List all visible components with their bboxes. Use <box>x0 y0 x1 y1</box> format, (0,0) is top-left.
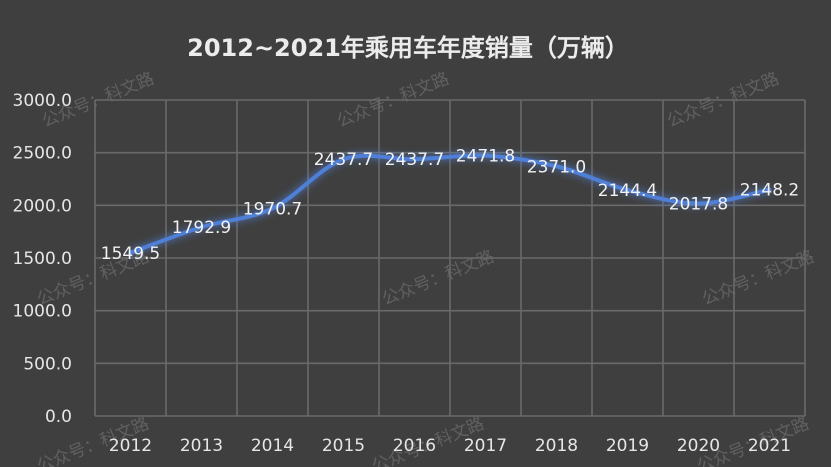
y-tick-label: 0.0 <box>45 407 72 427</box>
data-label: 2437.7 <box>385 150 444 170</box>
chart-title: 2012~2021年乘用车年度销量（万辆） <box>187 34 629 62</box>
data-label: 2144.4 <box>598 181 657 201</box>
y-tick-label: 500.0 <box>23 354 72 374</box>
data-label: 2148.2 <box>740 181 799 201</box>
x-tick-label: 2013 <box>180 436 223 456</box>
x-tick-label: 2021 <box>748 436 791 456</box>
data-label: 2471.8 <box>456 147 515 167</box>
x-tick-label: 2014 <box>251 436 294 456</box>
data-label: 2017.8 <box>669 194 728 214</box>
x-tick-label: 2016 <box>393 436 436 456</box>
y-tick-label: 2500.0 <box>13 144 72 164</box>
data-label: 1970.7 <box>243 199 302 219</box>
x-tick-label: 2017 <box>464 436 507 456</box>
y-tick-label: 2000.0 <box>13 196 72 216</box>
y-tick-label: 1500.0 <box>13 249 72 269</box>
y-tick-label: 3000.0 <box>13 91 72 111</box>
x-tick-label: 2012 <box>109 436 152 456</box>
data-label: 1549.5 <box>101 244 160 264</box>
data-label: 2437.7 <box>314 150 373 170</box>
watermark-text: 公众号：科文路 <box>379 247 497 310</box>
watermark-text: 公众号：科文路 <box>699 247 817 310</box>
y-tick-label: 1000.0 <box>13 302 72 322</box>
data-label: 1792.9 <box>172 218 231 238</box>
x-tick-label: 2020 <box>677 436 720 456</box>
x-tick-label: 2018 <box>535 436 578 456</box>
x-tick-label: 2015 <box>322 436 365 456</box>
x-tick-label: 2019 <box>606 436 649 456</box>
data-label: 2371.0 <box>527 157 586 177</box>
